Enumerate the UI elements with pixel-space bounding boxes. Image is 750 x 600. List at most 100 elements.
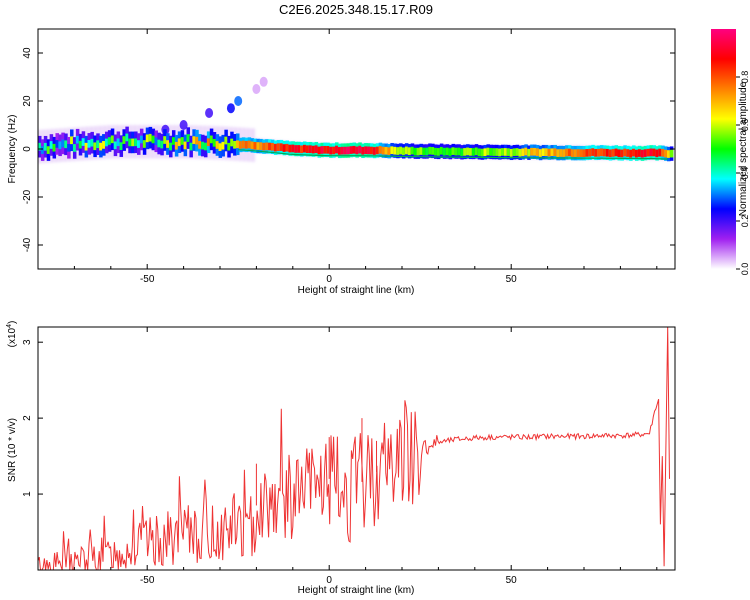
- ridge-core: [533, 147, 537, 156]
- snr-scale-close: ): [7, 321, 18, 324]
- ridge-core: [151, 135, 156, 144]
- ridge-core: [431, 147, 435, 155]
- ridge-core: [425, 147, 429, 156]
- ridge-core: [410, 146, 415, 155]
- colorbar-tick-label: 0.4: [740, 167, 750, 180]
- ridge-core: [637, 149, 642, 157]
- spectrogram-xlabel: Height of straight line (km): [298, 285, 415, 296]
- ridge-core: [40, 146, 45, 154]
- ridge-core: [565, 148, 569, 157]
- ridge-core: [233, 140, 237, 149]
- ridge-core: [617, 149, 621, 158]
- ridge-core: [203, 142, 208, 151]
- ridge-core: [198, 141, 202, 149]
- ridge-core: [640, 149, 645, 158]
- scatter-blob: [205, 108, 214, 118]
- ridge-core: [72, 144, 77, 152]
- ridge-core: [582, 149, 587, 158]
- ridge-core: [632, 148, 636, 157]
- colorbar-label: Normalized spectral amplitude: [738, 81, 749, 216]
- ridge-core: [468, 148, 473, 156]
- ridge-core: [535, 148, 540, 157]
- y-tick-label: 3: [22, 339, 33, 345]
- ridge-core: [221, 141, 225, 150]
- ridge-core: [329, 146, 333, 155]
- ridge-core: [495, 148, 499, 156]
- ridge-core: [626, 149, 630, 157]
- ridge-core: [364, 146, 368, 155]
- ridge-core: [270, 142, 275, 151]
- spectrogram-marks: [38, 76, 674, 164]
- ridge-core: [498, 148, 502, 157]
- ridge-core: [236, 140, 240, 149]
- ridge-core: [463, 148, 467, 156]
- ridge-core: [137, 140, 141, 148]
- ridge-core: [573, 149, 578, 157]
- ridge-core: [154, 137, 158, 146]
- ridge-core: [399, 146, 403, 155]
- colorbar-tick-label: 0.2: [740, 215, 750, 228]
- ridge-core: [576, 149, 581, 157]
- ridge-core: [218, 143, 223, 151]
- ridge-core: [349, 146, 354, 154]
- ridge-core: [311, 145, 316, 154]
- ridge-core: [396, 147, 400, 155]
- ridge-core: [404, 146, 409, 155]
- ridge-core: [466, 147, 470, 156]
- ridge-core: [407, 147, 412, 156]
- ridge-core: [486, 147, 490, 156]
- colorbar-tick-label: 0.0: [740, 263, 750, 276]
- ridge-core: [428, 146, 432, 155]
- ridge-core: [480, 148, 485, 157]
- ridge-core: [416, 147, 421, 156]
- ridge-core: [375, 146, 380, 155]
- ridge-core: [597, 148, 601, 157]
- ridge-core: [139, 135, 144, 144]
- ridge-core: [268, 142, 272, 151]
- ridge-core: [104, 138, 109, 147]
- ridge-core: [206, 138, 211, 147]
- ridge-core: [285, 143, 290, 152]
- ridge-core: [326, 146, 330, 154]
- ridge-core: [160, 140, 164, 149]
- ridge-core: [422, 147, 426, 156]
- ridge-core: [38, 142, 42, 151]
- ridge-core: [457, 147, 461, 156]
- ridge-core: [614, 148, 619, 157]
- ridge-core: [547, 148, 552, 157]
- y-tick-label: 0: [22, 146, 33, 152]
- ridge-core: [96, 140, 100, 149]
- ridge-core: [93, 142, 97, 151]
- ridge-core: [340, 146, 345, 155]
- ridge-core: [113, 141, 118, 150]
- ridge-core: [442, 147, 447, 156]
- ridge-core: [538, 149, 543, 157]
- ridge-core: [305, 145, 310, 154]
- ridge-core: [666, 150, 671, 158]
- ridge-core: [169, 142, 173, 151]
- snr-scale-label: (x104): [6, 321, 18, 348]
- y-tick-label: 40: [22, 47, 33, 59]
- ridge-core: [335, 145, 339, 154]
- ridge-core: [512, 148, 517, 157]
- ridge-core: [131, 138, 135, 147]
- ridge-core: [78, 140, 83, 149]
- ridge-core: [448, 148, 453, 156]
- ridge-core: [634, 149, 639, 158]
- ridge-core: [503, 148, 508, 156]
- ridge-core: [387, 147, 391, 156]
- x-tick-label: 50: [506, 575, 518, 586]
- ridge-core: [562, 149, 566, 157]
- ridge-core: [553, 148, 557, 156]
- ridge-core: [608, 149, 613, 158]
- ridge-core: [110, 135, 115, 144]
- ridge-core: [591, 148, 595, 156]
- ridge-core: [157, 139, 161, 148]
- ridge-core: [451, 147, 456, 155]
- ridge-core: [390, 146, 394, 155]
- scatter-blob: [259, 76, 268, 87]
- ridge-core: [337, 147, 342, 155]
- ridge-core: [594, 149, 598, 157]
- ridge-core: [102, 141, 106, 149]
- snr-panel: -50 0 50 1 2 3 Height of straight line (km) S…: [6, 321, 676, 596]
